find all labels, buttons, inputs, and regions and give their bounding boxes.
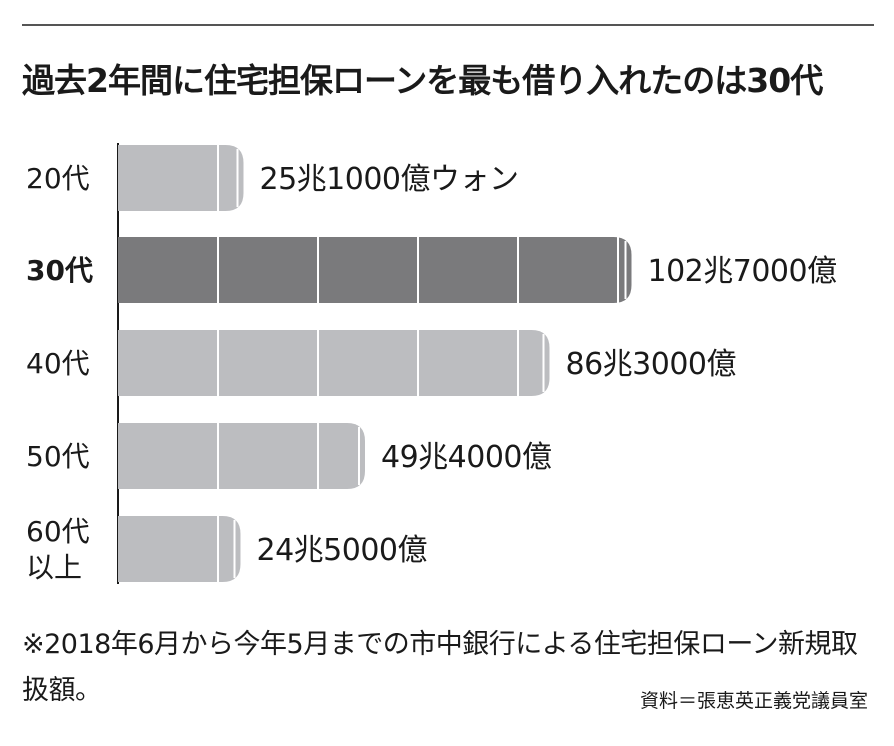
category-label-3: 40代: [26, 347, 90, 380]
value-label-5: 24兆5000億: [257, 533, 428, 568]
value-label-2: 102兆7000億: [648, 254, 837, 289]
value-label-1: 25兆1000億ウォン: [260, 162, 519, 197]
value-label-4: 49兆4000億: [381, 440, 552, 475]
bar-3: [118, 330, 550, 396]
category-label-5: 60代以上: [26, 515, 90, 584]
bar-5: [118, 516, 241, 582]
footnote: ※2018年6月から今年5月までの市中銀行による住宅担保ローン新規取扱額。: [22, 629, 858, 706]
category-label-2: 30代: [26, 254, 93, 287]
chart-title: 過去2年間に住宅担保ローンを最も借り入れたのは30代: [22, 61, 823, 100]
category-label-1: 20代: [26, 162, 90, 195]
category-label-4: 50代: [26, 440, 90, 473]
top-rule: [22, 24, 874, 26]
bar-4: [118, 423, 365, 489]
bar-2: [118, 237, 632, 303]
bar-1: [118, 145, 244, 211]
value-label-3: 86兆3000億: [566, 347, 737, 382]
source-credit: 資料＝張恵英正義党議員室: [639, 690, 868, 712]
